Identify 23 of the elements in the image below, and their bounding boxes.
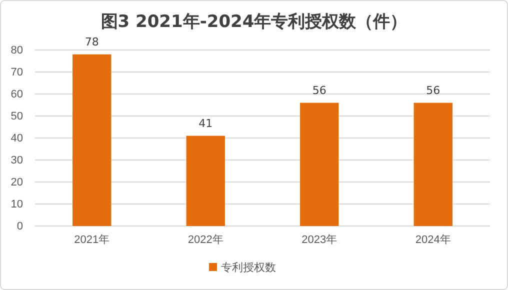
x-tick-label: 2024年	[415, 234, 451, 246]
y-tick-label: 70	[10, 66, 23, 79]
bar	[72, 54, 112, 226]
y-tick-label: 40	[10, 132, 23, 145]
legend-label: 专利授权数	[221, 261, 276, 274]
data-label: 56	[312, 84, 326, 97]
y-tick-label: 80	[10, 44, 23, 57]
y-tick-label: 50	[10, 110, 23, 123]
y-tick-label: 20	[10, 176, 23, 189]
x-tick-label: 2021年	[74, 234, 110, 246]
bar	[186, 136, 225, 226]
y-tick-label: 60	[10, 88, 23, 101]
x-tick-label: 2023年	[302, 234, 338, 246]
y-tick-label: 10	[10, 198, 23, 211]
data-label: 78	[84, 35, 99, 48]
data-label: 41	[198, 116, 213, 130]
y-tick-label: 0	[16, 220, 23, 233]
data-label: 56	[426, 84, 440, 97]
x-tick-label: 2022年	[188, 234, 224, 246]
bar	[414, 102, 452, 226]
bar	[300, 102, 339, 226]
chart-title: 图3 2021年-2024年专利授权数（件）	[100, 12, 408, 32]
y-tick-label: 30	[10, 154, 23, 167]
